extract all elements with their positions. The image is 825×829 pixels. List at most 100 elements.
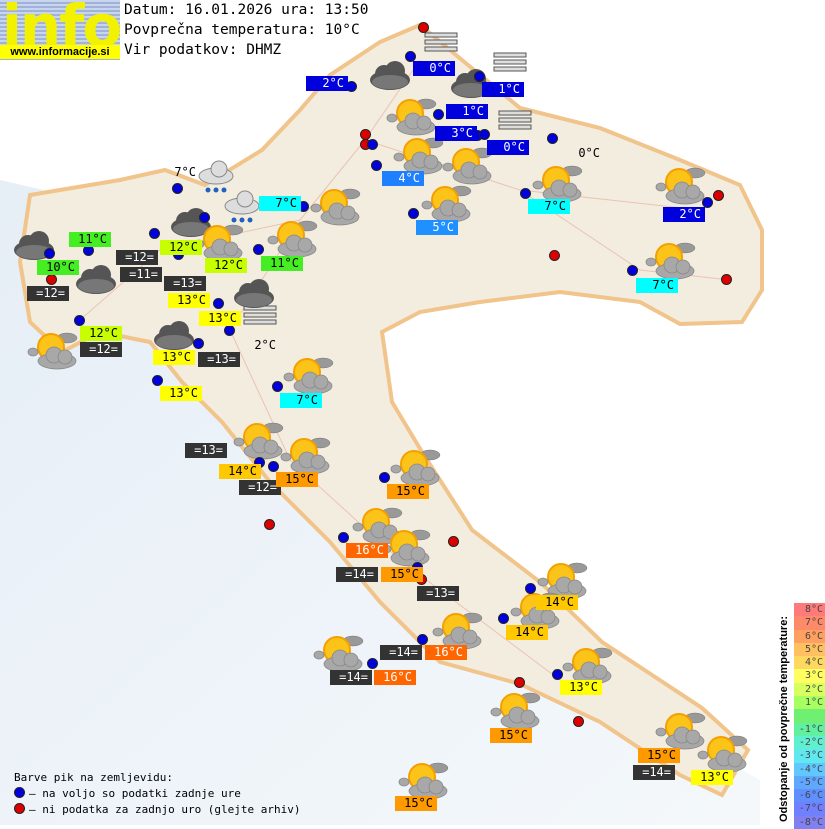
station-dot-red[interactable]	[448, 536, 459, 547]
fog-weather-icon	[424, 30, 476, 72]
fog-weather-icon	[493, 50, 545, 92]
cloud-weather-icon	[445, 66, 497, 108]
sea-temperature-label: =13=	[164, 276, 206, 291]
sun-cloud-weather-icon	[532, 163, 584, 205]
station-dot-blue[interactable]	[74, 315, 85, 326]
air-temperature-label: 1°C	[446, 104, 488, 119]
sun-cloud-weather-icon	[655, 165, 707, 207]
legend-blue-text: – na voljo so podatki zadnje ure	[29, 787, 241, 800]
station-dot-red[interactable]	[46, 274, 57, 285]
scale-title: Odstopanje od povprečne temperature:	[778, 616, 790, 822]
air-temperature-label: 0°C	[413, 61, 455, 76]
legend-title: Barve pik na zemljevidu:	[14, 771, 173, 784]
station-dot-blue[interactable]	[520, 188, 531, 199]
scale-step: -3°C	[794, 749, 825, 763]
sun-cloud-weather-icon	[432, 610, 484, 652]
sun-cloud-weather-icon	[645, 240, 697, 282]
air-temperature-label: 2°C	[663, 207, 705, 222]
station-dot-blue[interactable]	[149, 228, 160, 239]
sea-temperature-label: =12=	[116, 250, 158, 265]
air-temperature-label: 11°C	[261, 256, 303, 271]
station-dot-red[interactable]	[713, 190, 724, 201]
air-temperature-label: 10°C	[37, 260, 79, 275]
station-dot-blue[interactable]	[552, 669, 563, 680]
sun-cloud-weather-icon	[442, 145, 494, 187]
station-dot-blue[interactable]	[371, 160, 382, 171]
air-temperature-label: 0°C	[578, 146, 600, 160]
air-temperature-label: 14°C	[536, 595, 578, 610]
station-dot-blue[interactable]	[417, 634, 428, 645]
station-dot-blue[interactable]	[479, 129, 490, 140]
sun-cloud-weather-icon	[562, 645, 614, 687]
air-temperature-label: 11°C	[69, 232, 111, 247]
dot-legend: Barve pik na zemljevidu: – na voljo so p…	[14, 770, 301, 818]
legend-red-text: – ni podatka za zadnjo uro (glejte arhiv…	[29, 803, 301, 816]
logo-url[interactable]: www.informacije.si	[0, 45, 120, 59]
air-temperature-label: 15°C	[381, 567, 423, 582]
sea-temperature-label: =12=	[27, 286, 69, 301]
station-dot-blue[interactable]	[627, 265, 638, 276]
station-dot-blue[interactable]	[172, 183, 183, 194]
sea-temperature-label: =14=	[336, 567, 378, 582]
air-temperature-label: 15°C	[395, 796, 437, 811]
station-dot-blue[interactable]	[213, 298, 224, 309]
sun-cloud-weather-icon	[27, 330, 79, 372]
station-dot-red[interactable]	[549, 250, 560, 261]
station-dot-blue[interactable]	[379, 472, 390, 483]
scale-step: 2°C	[794, 682, 825, 697]
sea-temperature-label: =14=	[330, 670, 372, 685]
station-dot-blue[interactable]	[525, 583, 536, 594]
date-line: Datum: 16.01.2026 ura: 13:50	[124, 2, 369, 18]
sun-cloud-weather-icon	[390, 447, 442, 489]
sun-cloud-weather-icon	[697, 733, 749, 775]
scale-step: -1°C	[794, 722, 825, 736]
station-dot-blue[interactable]	[367, 139, 378, 150]
station-dot-red[interactable]	[418, 22, 429, 33]
station-dot-blue[interactable]	[152, 375, 163, 386]
station-dot-blue[interactable]	[367, 658, 378, 669]
air-temperature-label: 15°C	[638, 748, 680, 763]
station-dot-blue[interactable]	[405, 51, 416, 62]
sea-temperature-label: =12=	[239, 480, 281, 495]
air-temperature-label: 16°C	[374, 670, 416, 685]
station-dot-blue[interactable]	[253, 244, 264, 255]
air-temperature-label: 13°C	[168, 293, 210, 308]
scale-step: -5°C	[794, 775, 825, 790]
station-dot-blue[interactable]	[224, 325, 235, 336]
station-dot-blue[interactable]	[408, 208, 419, 219]
station-dot-red[interactable]	[264, 519, 275, 530]
sun-cloud-weather-icon	[310, 186, 362, 228]
station-dot-red[interactable]	[573, 716, 584, 727]
sun-cloud-weather-icon	[655, 710, 707, 752]
station-dot-blue[interactable]	[433, 109, 444, 120]
sun-cloud-weather-icon	[386, 96, 438, 138]
station-dot-blue[interactable]	[44, 248, 55, 259]
station-dot-blue[interactable]	[272, 381, 283, 392]
station-dot-blue[interactable]	[338, 532, 349, 543]
scale-step: 5°C	[794, 642, 825, 657]
red-dot-icon	[14, 803, 25, 814]
station-dot-blue[interactable]	[547, 133, 558, 144]
logo[interactable]: info www.informacije.si	[0, 0, 120, 60]
station-dot-blue[interactable]	[199, 212, 210, 223]
station-dot-red[interactable]	[514, 677, 525, 688]
scale-step	[794, 709, 825, 723]
station-dot-red[interactable]	[721, 274, 732, 285]
station-dot-blue[interactable]	[474, 71, 485, 82]
station-dot-blue[interactable]	[498, 613, 509, 624]
air-temperature-label: 13°C	[199, 311, 241, 326]
air-temperature-label: 14°C	[219, 464, 261, 479]
station-dot-blue[interactable]	[268, 461, 279, 472]
fog-weather-icon	[498, 108, 550, 150]
air-temperature-label: 13°C	[153, 350, 195, 365]
station-dot-blue[interactable]	[193, 338, 204, 349]
air-temperature-label: 1°C	[482, 82, 524, 97]
sun-cloud-weather-icon	[283, 355, 335, 397]
station-dot-blue[interactable]	[702, 197, 713, 208]
air-temperature-label: 13°C	[160, 386, 202, 401]
sea-temperature-label: =13=	[417, 586, 459, 601]
scale-step: 8°C	[794, 603, 825, 617]
air-temperature-label: 15°C	[276, 472, 318, 487]
air-temperature-label: 16°C	[425, 645, 467, 660]
scale-step: 6°C	[794, 629, 825, 643]
